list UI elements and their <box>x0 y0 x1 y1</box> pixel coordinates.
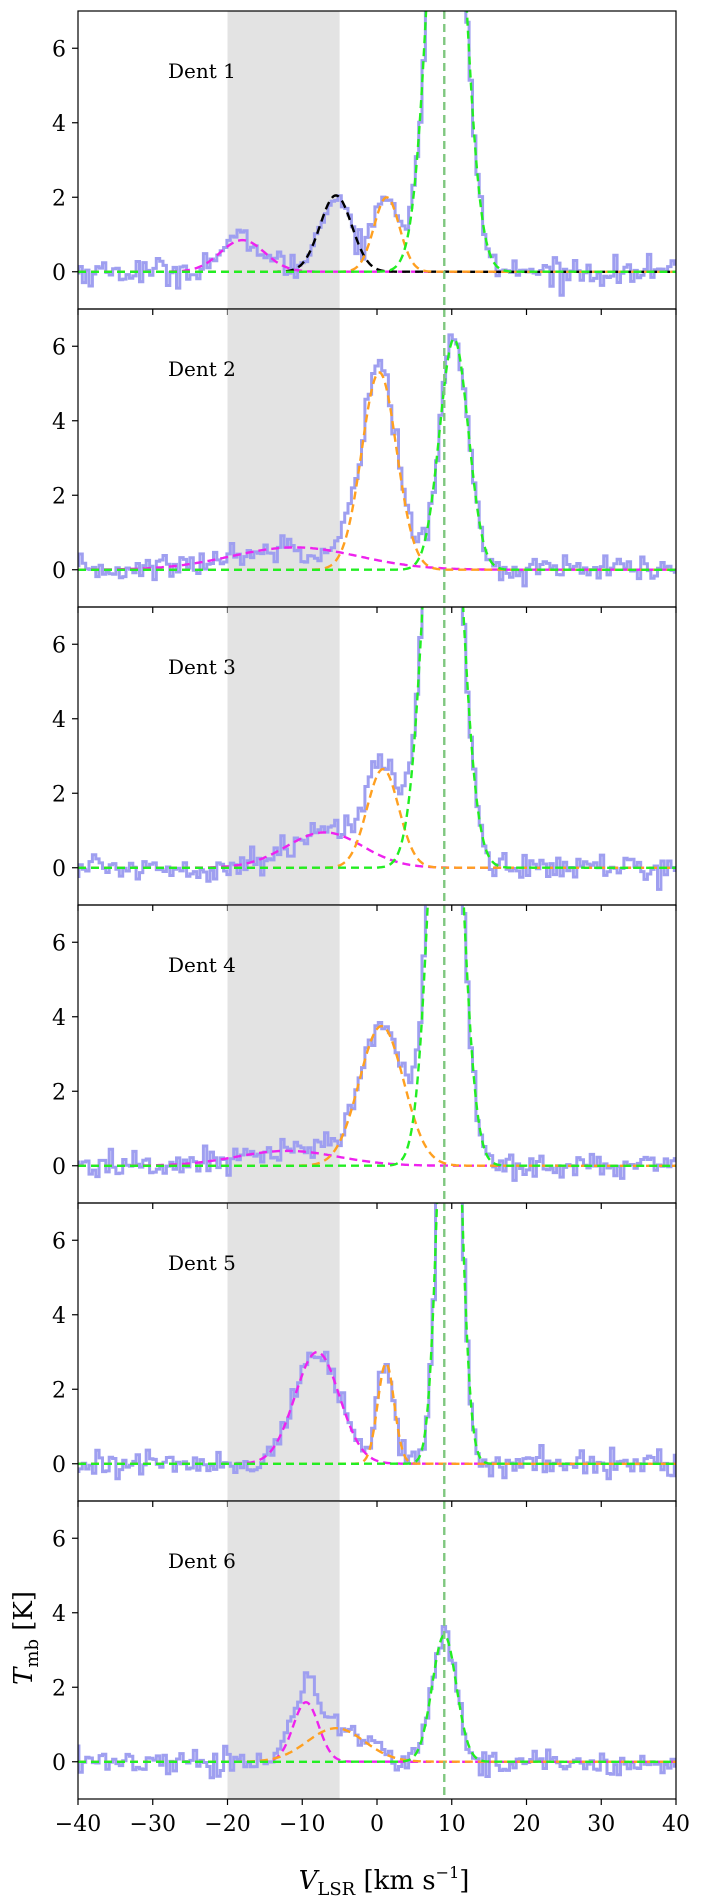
shaded-velocity-range <box>227 905 340 1203</box>
y-tick-label: 2 <box>52 1676 66 1701</box>
y-tick-label: 4 <box>52 112 66 137</box>
observed-spectrum <box>78 905 676 1182</box>
gaussian-fit-green <box>78 905 676 1167</box>
y-tick-label: 4 <box>52 1006 66 1031</box>
panel-label: Dent 3 <box>168 655 236 679</box>
gaussian-fit-magenta <box>78 1350 676 1465</box>
y-tick-label: 6 <box>52 1229 66 1254</box>
gaussian-fit-magenta <box>78 1149 676 1167</box>
y-tick-label: 6 <box>52 931 66 956</box>
panel-1: 0 2 4 6 Dent 1 <box>52 10 677 315</box>
panel-4: 0 2 4 6 Dent 4 <box>52 904 677 1209</box>
y-tick-label: 0 <box>52 857 66 882</box>
y-tick-label: 6 <box>52 633 66 658</box>
y-tick-label: 6 <box>52 37 66 62</box>
panel-label: Dent 1 <box>168 59 236 83</box>
y-tick-label: 2 <box>52 1080 66 1105</box>
panel-frame <box>77 904 677 1204</box>
panel-5: 0 2 4 6 Dent 5 <box>52 1202 677 1507</box>
y-tick-label: 4 <box>52 1304 66 1329</box>
x-tick-label: −40 <box>55 1812 101 1837</box>
x-tick-labels: −40 −30 −20 −10 0 10 20 30 40 <box>55 1812 690 1837</box>
observed-spectrum <box>78 11 676 297</box>
panels-group: 0 2 4 6 Dent 1 0 2 4 6 Dent 2 0 2 4 6 Dent 3 0 2 4 6 Dent 4… <box>52 10 677 1805</box>
y-tick-label: 0 <box>52 1155 66 1180</box>
shaded-velocity-range <box>227 607 340 905</box>
x-tick-label: 10 <box>438 1812 466 1837</box>
gaussian-fit-green <box>78 607 676 869</box>
x-tick-label: 20 <box>513 1812 541 1837</box>
gaussian-fit-green <box>78 11 676 273</box>
observed-spectrum <box>78 1625 676 1780</box>
gaussian-fit-orange <box>78 767 676 869</box>
panel-2: 0 2 4 6 Dent 2 <box>52 308 677 613</box>
y-tick-label: 2 <box>52 484 66 509</box>
gaussian-fit-green <box>78 1203 676 1465</box>
panel-label: Dent 2 <box>168 357 236 381</box>
gaussian-fit-orange <box>78 371 676 571</box>
gaussian-fit-orange <box>78 196 676 273</box>
x-tick-label: 30 <box>587 1812 615 1837</box>
y-tick-label: 0 <box>52 559 66 584</box>
y-tick-label: 4 <box>52 410 66 435</box>
y-tick-label: 2 <box>52 782 66 807</box>
x-tick-label: −30 <box>130 1812 176 1837</box>
gaussian-fit-green <box>78 1633 676 1763</box>
x-tick-label: −10 <box>279 1812 325 1837</box>
y-tick-label: 0 <box>52 261 66 286</box>
y-tick-label: 4 <box>52 1602 66 1627</box>
x-tick-label: 0 <box>370 1812 384 1837</box>
panel-label: Dent 4 <box>168 953 236 977</box>
y-axis-title: Tmb [K] <box>9 1591 43 1685</box>
panel-label: Dent 6 <box>168 1549 236 1573</box>
panel-label: Dent 5 <box>168 1251 236 1275</box>
gaussian-fit-green <box>78 337 676 571</box>
x-tick-label: 40 <box>662 1812 690 1837</box>
y-tick-label: 2 <box>52 1378 66 1403</box>
observed-spectrum <box>78 607 676 891</box>
gaussian-fit-magenta <box>78 1701 676 1763</box>
y-tick-label: 4 <box>52 708 66 733</box>
observed-spectrum <box>78 333 676 588</box>
x-axis-title: VLSR [km s−1] <box>299 1863 470 1899</box>
x-tick-label: −20 <box>204 1812 250 1837</box>
y-tick-label: 6 <box>52 1527 66 1552</box>
y-tick-label: 0 <box>52 1751 66 1776</box>
y-tick-label: 6 <box>52 335 66 360</box>
shaded-velocity-range <box>227 1203 340 1501</box>
gaussian-fit-orange <box>78 1024 676 1167</box>
panel-3: 0 2 4 6 Dent 3 <box>52 606 677 911</box>
y-tick-label: 0 <box>52 1453 66 1478</box>
observed-spectrum <box>78 1203 676 1481</box>
y-tick-label: 2 <box>52 186 66 211</box>
panel-6: 0 2 4 6 Dent 6 <box>52 1500 677 1805</box>
